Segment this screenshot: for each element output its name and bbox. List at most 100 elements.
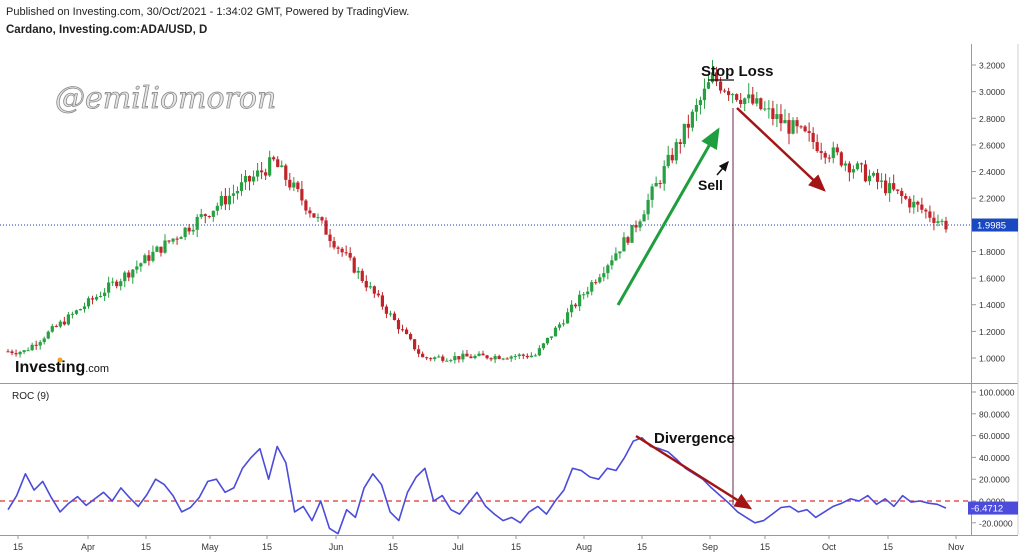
candle-body <box>300 189 304 201</box>
price-tick-label: 3.2000 <box>979 61 1005 71</box>
candle-body <box>183 227 187 238</box>
price-tick-label: 1.8000 <box>979 247 1005 257</box>
candle-body <box>50 326 54 332</box>
candle-body <box>747 94 751 99</box>
candle-body <box>421 353 425 358</box>
candle-body <box>62 321 66 325</box>
time-tick-label: May <box>201 542 219 552</box>
roc-tick-label: 40.0000 <box>979 453 1010 463</box>
candle-body <box>610 260 614 266</box>
candle-body <box>143 255 147 264</box>
candle-body <box>896 189 900 191</box>
candle-body <box>288 179 292 188</box>
candle-body <box>14 353 18 355</box>
candle-body <box>936 221 940 223</box>
candle-body <box>360 270 364 282</box>
candle-body <box>90 298 95 300</box>
candle-body <box>461 353 465 360</box>
candle-body <box>408 334 413 340</box>
candle-body <box>276 159 280 168</box>
candle-body <box>755 98 759 104</box>
candle-body <box>292 182 296 188</box>
candle-body <box>320 217 324 221</box>
candle-body <box>827 157 831 159</box>
candle-body <box>66 314 70 325</box>
candle-body <box>767 108 771 110</box>
candle-body <box>437 356 441 358</box>
candle-body <box>30 344 34 351</box>
time-tick-label: 15 <box>262 542 272 552</box>
stop-loss-label: Stop Loss <box>701 63 774 80</box>
time-tick-label: Jul <box>452 542 464 552</box>
candle-body <box>783 120 787 124</box>
candle-body <box>473 355 477 359</box>
candle-body <box>441 356 445 361</box>
candle-body <box>735 94 739 100</box>
time-tick-label: Nov <box>948 542 965 552</box>
logo-brand: Investing <box>15 359 85 376</box>
candle-body <box>855 163 860 170</box>
price-tick-label: 1.0000 <box>979 354 1005 364</box>
uptrend-arrow <box>616 127 720 306</box>
last-price-value: 1.9985 <box>977 221 1006 232</box>
candle-body <box>602 273 606 278</box>
candle-body <box>614 253 618 261</box>
candle-body <box>243 176 248 183</box>
candle-body <box>924 209 928 212</box>
candle-body <box>356 270 360 273</box>
candle-body <box>570 304 574 313</box>
candle-body <box>94 296 99 300</box>
candle-body <box>654 182 658 187</box>
candle-body <box>392 313 397 321</box>
candle-body <box>694 105 699 112</box>
candle-body <box>497 356 501 359</box>
candle-body <box>348 252 352 258</box>
candle-body <box>932 217 936 223</box>
candle-body <box>82 306 87 310</box>
price-tick-label: 3.0000 <box>979 87 1005 97</box>
candle-body <box>771 108 775 119</box>
candlestick-series <box>6 59 948 364</box>
candle-body <box>751 94 755 104</box>
candle-body <box>340 248 344 253</box>
candle-body <box>795 120 799 127</box>
candle-body <box>622 237 626 252</box>
candle-body <box>251 176 256 182</box>
candle-body <box>690 111 694 128</box>
candle-body <box>541 343 546 349</box>
last-roc-value: -6.4712 <box>971 504 1003 515</box>
candle-body <box>400 329 405 331</box>
candle-body <box>336 247 340 249</box>
price-tick-label: 1.2000 <box>979 327 1005 337</box>
candle-body <box>537 348 541 356</box>
candle-body <box>888 183 892 194</box>
candle-body <box>630 225 634 243</box>
candle-body <box>199 214 203 217</box>
candle-body <box>718 81 723 91</box>
candle-body <box>892 183 896 190</box>
candle-body <box>457 356 461 360</box>
candle-body <box>103 292 107 296</box>
instrument-title: Cardano, Investing.com:ADA/USD, D <box>6 24 208 36</box>
candle-body <box>151 251 155 261</box>
candle-body <box>775 114 779 119</box>
candle-body <box>674 142 678 161</box>
candle-body <box>714 72 719 82</box>
candle-body <box>86 298 91 307</box>
candle-body <box>469 356 473 359</box>
candle-body <box>565 312 570 324</box>
divergence-label: Divergence <box>654 430 735 447</box>
candle-body <box>743 98 747 105</box>
candle-body <box>413 339 417 350</box>
roc-axis: 100.0000 80.0000 60.0000 40.0000 20.0000 0.00… <box>971 388 1015 528</box>
candle-body <box>879 180 884 182</box>
candle-body <box>553 327 558 337</box>
candle-body <box>58 321 62 327</box>
logo-suffix: .com <box>85 363 109 375</box>
candle-body <box>533 355 537 357</box>
candle-body <box>352 257 356 273</box>
time-tick-label: 15 <box>141 542 151 552</box>
candle-body <box>131 269 135 278</box>
candle-body <box>207 216 211 218</box>
